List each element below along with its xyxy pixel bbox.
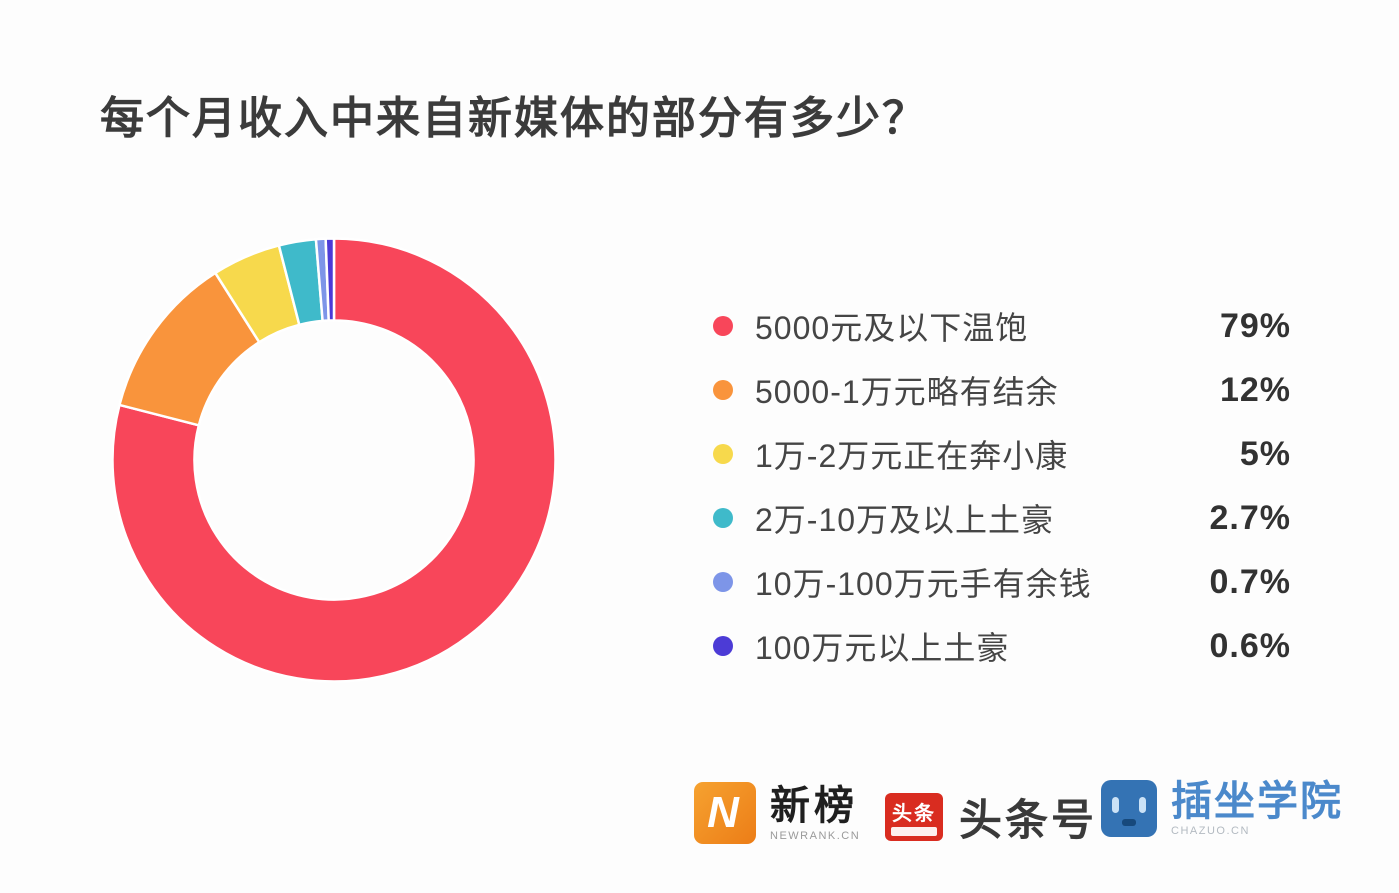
newrank-wordmark: 新榜	[770, 783, 858, 828]
toutiao-icon-strip	[891, 827, 937, 836]
toutiao-icon-text: 头条	[892, 803, 936, 825]
legend-label: 5000-1万元略有结余	[755, 374, 1059, 410]
chazuo-robot-mouth	[1122, 819, 1136, 827]
legend-label: 2万-10万及以上土豪	[755, 502, 1055, 538]
legend-label: 1万-2万元正在奔小康	[755, 438, 1069, 474]
toutiao-logo-icon: 头条	[885, 793, 943, 841]
legend-item-5: 10万-100万元手有余钱 0.7%	[713, 562, 1291, 602]
toutiao-wordmark: 头条号	[959, 797, 1097, 845]
chazuo-wordmark: 插坐学院	[1171, 778, 1343, 824]
legend-dot	[713, 636, 733, 656]
newrank-logo-icon: N	[694, 782, 756, 844]
chazuo-robot-eye-right	[1139, 797, 1146, 814]
newrank-n-glyph: N	[707, 788, 739, 837]
legend-dot	[713, 316, 733, 336]
legend-item-3: 1万-2万元正在奔小康 5%	[713, 434, 1291, 474]
legend-dot	[713, 444, 733, 464]
newrank-url-text: NEWRANK.CN	[770, 829, 861, 842]
legend-dot	[713, 380, 733, 400]
legend-dot	[713, 508, 733, 528]
legend-value: 12%	[1219, 370, 1291, 409]
chazuo-url-text: CHAZUO.CN	[1171, 825, 1250, 838]
chazuo-logo: 插坐学院 CHAZUO.CN	[1101, 778, 1343, 838]
chart-title: 每个月收入中来自新媒体的部分有多少？	[100, 94, 928, 143]
legend-value: 5%	[1239, 434, 1291, 473]
newrank-logo: N 新榜 NEWRANK.CN	[694, 782, 860, 844]
legend-item-4: 2万-10万及以上土豪 2.7%	[713, 498, 1291, 538]
legend-dot	[713, 572, 733, 592]
legend-value: 79%	[1219, 306, 1291, 345]
legend-value: 0.6%	[1209, 626, 1291, 665]
legend-item-2: 5000-1万元略有结余 12%	[713, 370, 1291, 410]
legend-label: 10万-100万元手有余钱	[755, 566, 1092, 602]
donut-slice-1	[111, 237, 557, 683]
donut-chart	[111, 237, 557, 683]
legend-item-1: 5000元及以下温饱 79%	[713, 306, 1291, 346]
legend-value: 2.7%	[1209, 498, 1291, 537]
donut-slice-6	[324, 237, 336, 322]
chazuo-robot-eye-left	[1112, 797, 1119, 814]
legend-value: 0.7%	[1209, 562, 1291, 601]
legend-item-6: 100万元以上土豪 0.6%	[713, 626, 1291, 666]
toutiao-logo: 头条 头条号	[885, 786, 1097, 848]
chart-legend: 5000元及以下温饱 79% 5000-1万元略有结余 12% 1万-2万元正在奔小康 5…	[713, 306, 1291, 666]
legend-label: 100万元以上土豪	[755, 630, 1010, 666]
legend-label: 5000元及以下温饱	[755, 310, 1029, 346]
donut-svg	[111, 237, 557, 683]
chazuo-robot-icon	[1101, 780, 1157, 838]
